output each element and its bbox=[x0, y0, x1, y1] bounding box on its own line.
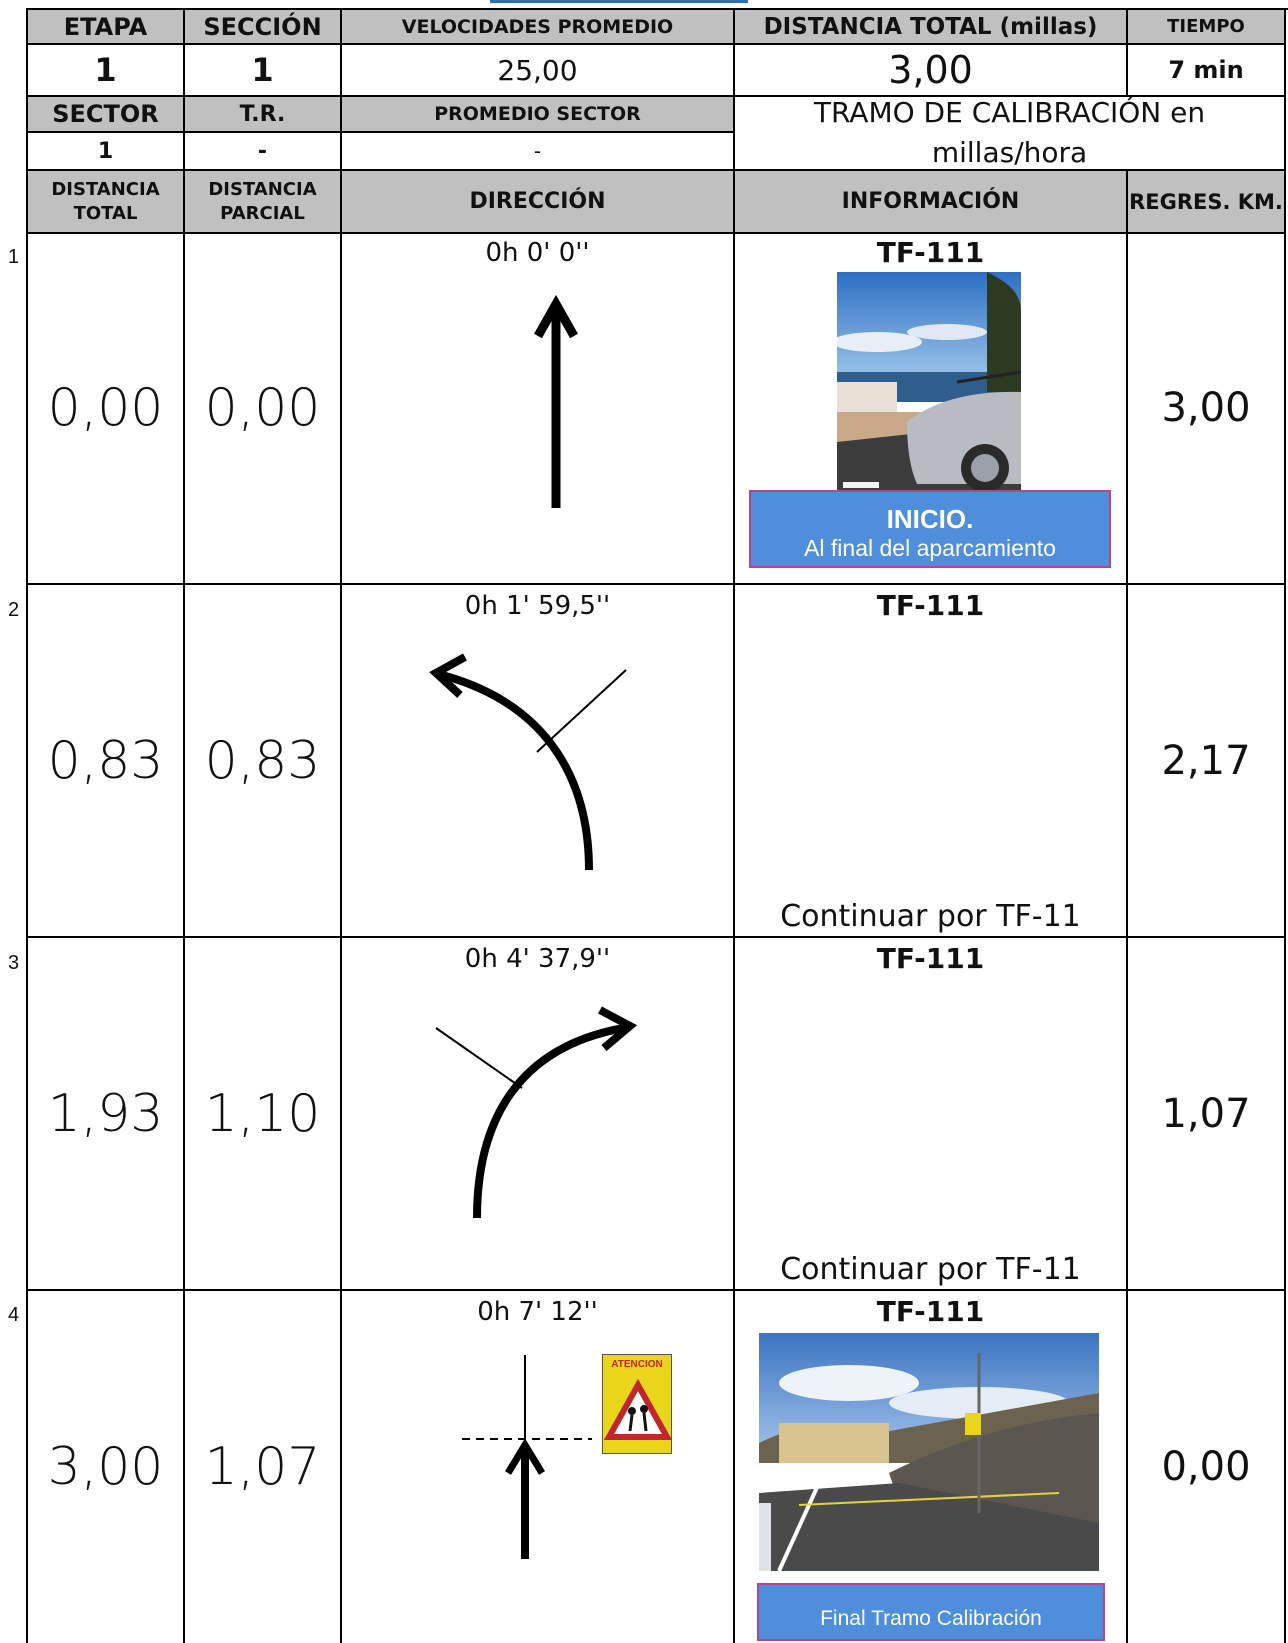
etapa-value: 1 bbox=[28, 45, 185, 97]
road-name: TF-111 bbox=[876, 589, 985, 622]
start-title: INICIO. bbox=[886, 504, 974, 534]
etapa-label: ETAPA bbox=[28, 10, 185, 45]
velocidades-label: VELOCIDADES PROMEDIO bbox=[342, 10, 735, 45]
start-label-box: INICIO. Al final del aparcamiento bbox=[749, 490, 1111, 568]
regres-value: 1,07 bbox=[1161, 1090, 1251, 1137]
distancia-total-value: 3,00 bbox=[735, 45, 1128, 97]
direction-cell: 0h 0' 0'' bbox=[342, 232, 735, 585]
crossroad-straight-arrow-icon bbox=[462, 1355, 592, 1559]
table-row: 0,83 bbox=[28, 585, 185, 938]
distancia-total-label: DISTANCIA TOTAL (millas) bbox=[735, 10, 1128, 45]
table-row: 0,00 bbox=[28, 232, 185, 585]
bear-right-arrow-icon bbox=[435, 1006, 638, 1219]
distancia-parcial-value: 1,10 bbox=[204, 1083, 321, 1144]
sector-value: 1 bbox=[28, 133, 185, 171]
seccion-label: SECCIÓN bbox=[185, 10, 342, 45]
end-label-box: Final Tramo Calibración bbox=[757, 1583, 1105, 1641]
regres-value: 0,00 bbox=[1161, 1444, 1251, 1490]
col-regres: REGRES. KM. bbox=[1128, 171, 1286, 234]
col-distancia-parcial: DISTANCIA PARCIAL bbox=[185, 171, 342, 234]
row-number: 4 bbox=[8, 1304, 20, 1326]
table-row: 0,83 bbox=[185, 585, 342, 938]
table-row: 1,93 bbox=[28, 938, 185, 1291]
distancia-total-value: 0,00 bbox=[47, 377, 164, 438]
start-subtitle: Al final del aparcamiento bbox=[804, 535, 1056, 561]
distancia-total-value: 3,00 bbox=[47, 1437, 164, 1497]
table-row: 3,00 bbox=[28, 1291, 185, 1643]
tiempo-label: TIEMPO bbox=[1128, 10, 1286, 45]
regres-value: 3,00 bbox=[1161, 384, 1251, 431]
top-accent-bar bbox=[490, 0, 748, 3]
bear-left-arrow-icon bbox=[429, 653, 627, 871]
tramo-calibracion-text: TRAMO DE CALIBRACIÓN en millas/hora bbox=[735, 97, 1286, 171]
distancia-parcial-value: 0,00 bbox=[204, 377, 321, 438]
information-cell: TF-111 Continuar por TF-11 bbox=[735, 585, 1128, 938]
distancia-total-value: 0,83 bbox=[47, 730, 164, 791]
end-calibration-photo bbox=[759, 1333, 1099, 1571]
regres-cell: 3,00 bbox=[1128, 232, 1286, 585]
direction-cell: 0h 7' 12'' ATENCION bbox=[342, 1291, 735, 1643]
velocidades-value: 25,00 bbox=[342, 45, 735, 97]
distancia-parcial-value: 1,07 bbox=[204, 1437, 321, 1497]
elapsed-time: 0h 0' 0'' bbox=[485, 238, 590, 268]
information-cell: TF-111 Continuar por TF-11 bbox=[735, 938, 1128, 1291]
instruction-text: Continuar por TF-11 bbox=[780, 899, 1081, 934]
promedio-sector-value: - bbox=[342, 133, 735, 171]
information-cell: TF-111 bbox=[735, 232, 1128, 585]
instruction-text: Continuar por TF-11 bbox=[780, 1252, 1081, 1287]
direction-cell: 0h 4' 37,9'' bbox=[342, 938, 735, 1291]
elapsed-time: 0h 1' 59,5'' bbox=[464, 591, 611, 621]
roadbook-header: ETAPA SECCIÓN VELOCIDADES PROMEDIO DISTA… bbox=[26, 8, 1288, 234]
row-number: 1 bbox=[8, 246, 20, 268]
elapsed-time: 0h 7' 12'' bbox=[477, 1297, 598, 1327]
straight-arrow-icon bbox=[534, 294, 578, 508]
information-cell: TF-111 bbox=[735, 1291, 1128, 1643]
warning-sign-icon: ATENCION bbox=[602, 1354, 673, 1454]
table-row: 0,00 bbox=[185, 232, 342, 585]
sign-text: ATENCION bbox=[611, 1359, 663, 1370]
regres-cell: 2,17 bbox=[1128, 585, 1286, 938]
roadbook-body: 0,00 0,00 0h 0' 0'' TF-111 bbox=[26, 232, 1288, 1643]
direction-cell: 0h 1' 59,5'' bbox=[342, 585, 735, 938]
col-informacion: INFORMACIÓN bbox=[735, 171, 1128, 234]
tr-label: T.R. bbox=[185, 97, 342, 133]
regres-cell: 0,00 bbox=[1128, 1291, 1286, 1643]
road-name: TF-111 bbox=[876, 942, 985, 975]
distancia-parcial-value: 0,83 bbox=[204, 730, 321, 791]
end-label: Final Tramo Calibración bbox=[820, 1607, 1042, 1630]
col-direccion: DIRECCIÓN bbox=[342, 171, 735, 234]
tiempo-value: 7 min bbox=[1128, 45, 1286, 97]
regres-value: 2,17 bbox=[1161, 737, 1251, 784]
promedio-sector-label: PROMEDIO SECTOR bbox=[342, 97, 735, 133]
sector-label: SECTOR bbox=[28, 97, 185, 133]
elapsed-time: 0h 4' 37,9'' bbox=[464, 944, 611, 974]
start-parking-photo bbox=[837, 272, 1021, 504]
road-name: TF-111 bbox=[876, 236, 985, 269]
table-row: 1,07 bbox=[185, 1291, 342, 1643]
col-distancia-total: DISTANCIA TOTAL bbox=[28, 171, 185, 234]
road-name: TF-111 bbox=[876, 1295, 985, 1328]
tr-value: - bbox=[185, 133, 342, 171]
regres-cell: 1,07 bbox=[1128, 938, 1286, 1291]
row-number: 3 bbox=[8, 952, 20, 974]
table-row: 1,10 bbox=[185, 938, 342, 1291]
seccion-value: 1 bbox=[185, 45, 342, 97]
row-number: 2 bbox=[8, 599, 20, 621]
distancia-total-value: 1,93 bbox=[47, 1083, 164, 1144]
